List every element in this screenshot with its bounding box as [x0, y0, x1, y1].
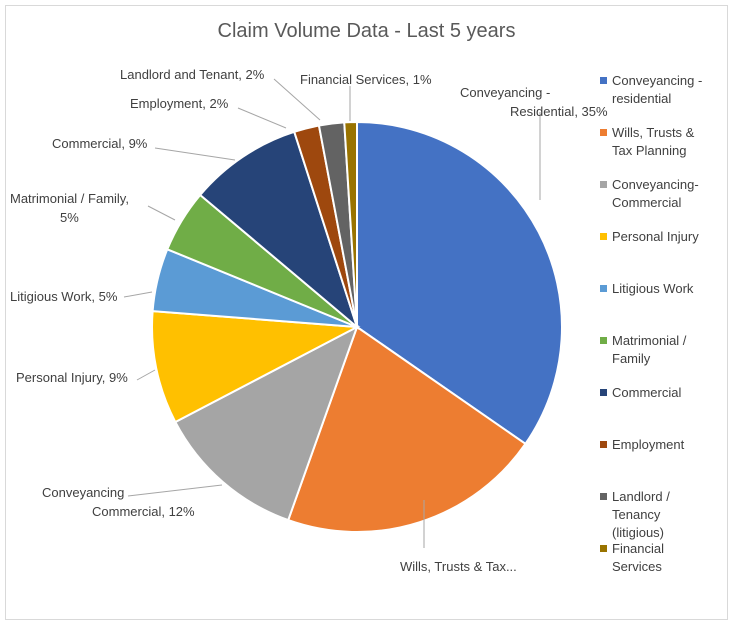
- leader-line-7: [237, 107, 287, 129]
- pie-slice-3: [151, 310, 361, 424]
- legend-item-7: Employment: [600, 436, 724, 454]
- legend-swatch: [600, 233, 607, 240]
- leader-line-6: [154, 147, 236, 161]
- data-label-6: Commercial, 9%: [52, 136, 148, 151]
- legend-item-4: Litigious Work: [600, 280, 724, 298]
- leader-line-5: [147, 205, 176, 221]
- legend-swatch: [600, 285, 607, 292]
- legend-label: Litigious Work: [612, 281, 694, 296]
- leader-line-2: [127, 484, 223, 497]
- data-label-9: Financial Services, 1%: [300, 72, 432, 87]
- legend-item-2: Conveyancing- Commercial: [600, 176, 724, 212]
- pie-slice-9: [343, 120, 358, 328]
- legend-label: Commercial: [612, 385, 682, 400]
- legend-label: Personal Injury: [612, 229, 699, 244]
- data-label-2: Conveyancing Commercial, 12%: [42, 485, 195, 519]
- legend-item-5: Matrimonial / Family: [600, 332, 724, 368]
- data-label-8: Landlord and Tenant, 2%: [120, 67, 265, 82]
- legend-label: Matrimonial / Family: [612, 333, 687, 366]
- legend-item-0: Conveyancing - residential: [600, 72, 724, 108]
- legend-swatch: [600, 129, 607, 136]
- legend-label: Conveyancing - residential: [612, 73, 703, 106]
- data-label-7: Employment, 2%: [130, 96, 229, 111]
- legend-swatch: [600, 493, 607, 500]
- legend-swatch: [600, 77, 607, 84]
- legend-item-1: Wills, Trusts & Tax Planning: [600, 124, 724, 160]
- data-label-4: Litigious Work, 5%: [10, 289, 118, 304]
- legend-label: Financial Services: [612, 541, 665, 574]
- legend-item-9: Financial Services: [600, 540, 724, 576]
- legend-label: Wills, Trusts & Tax Planning: [612, 125, 695, 158]
- data-label-1: Wills, Trusts & Tax...: [400, 559, 517, 574]
- data-label-0: Conveyancing -Residential, 35%: [460, 85, 608, 119]
- legend-item-3: Personal Injury: [600, 228, 724, 246]
- legend-swatch: [600, 389, 607, 396]
- pie-slice-2: [174, 324, 359, 522]
- pie-slice-6: [198, 130, 360, 331]
- legend-swatch: [600, 181, 607, 188]
- leader-line-8: [273, 78, 321, 121]
- pie-slice-1: [286, 325, 527, 533]
- legend-item-6: Commercial: [600, 384, 724, 402]
- data-label-5: Matrimonial / Family, 5%: [10, 191, 129, 225]
- chart-title: Claim Volume Data - Last 5 years: [217, 20, 516, 42]
- legend-item-8: Landlord / Tenancy (litigious): [600, 488, 724, 542]
- pie-slice-0: [356, 120, 563, 446]
- leader-line-3: [136, 369, 156, 381]
- legend-swatch: [600, 545, 607, 552]
- legend-swatch: [600, 441, 607, 448]
- legend-label: Conveyancing- Commercial: [612, 177, 699, 210]
- legend-label: Employment: [612, 437, 685, 452]
- legend-label: Landlord / Tenancy (litigious): [612, 489, 670, 540]
- legend-swatch: [600, 337, 607, 344]
- data-label-3: Personal Injury, 9%: [16, 370, 128, 385]
- leader-line-4: [123, 291, 153, 298]
